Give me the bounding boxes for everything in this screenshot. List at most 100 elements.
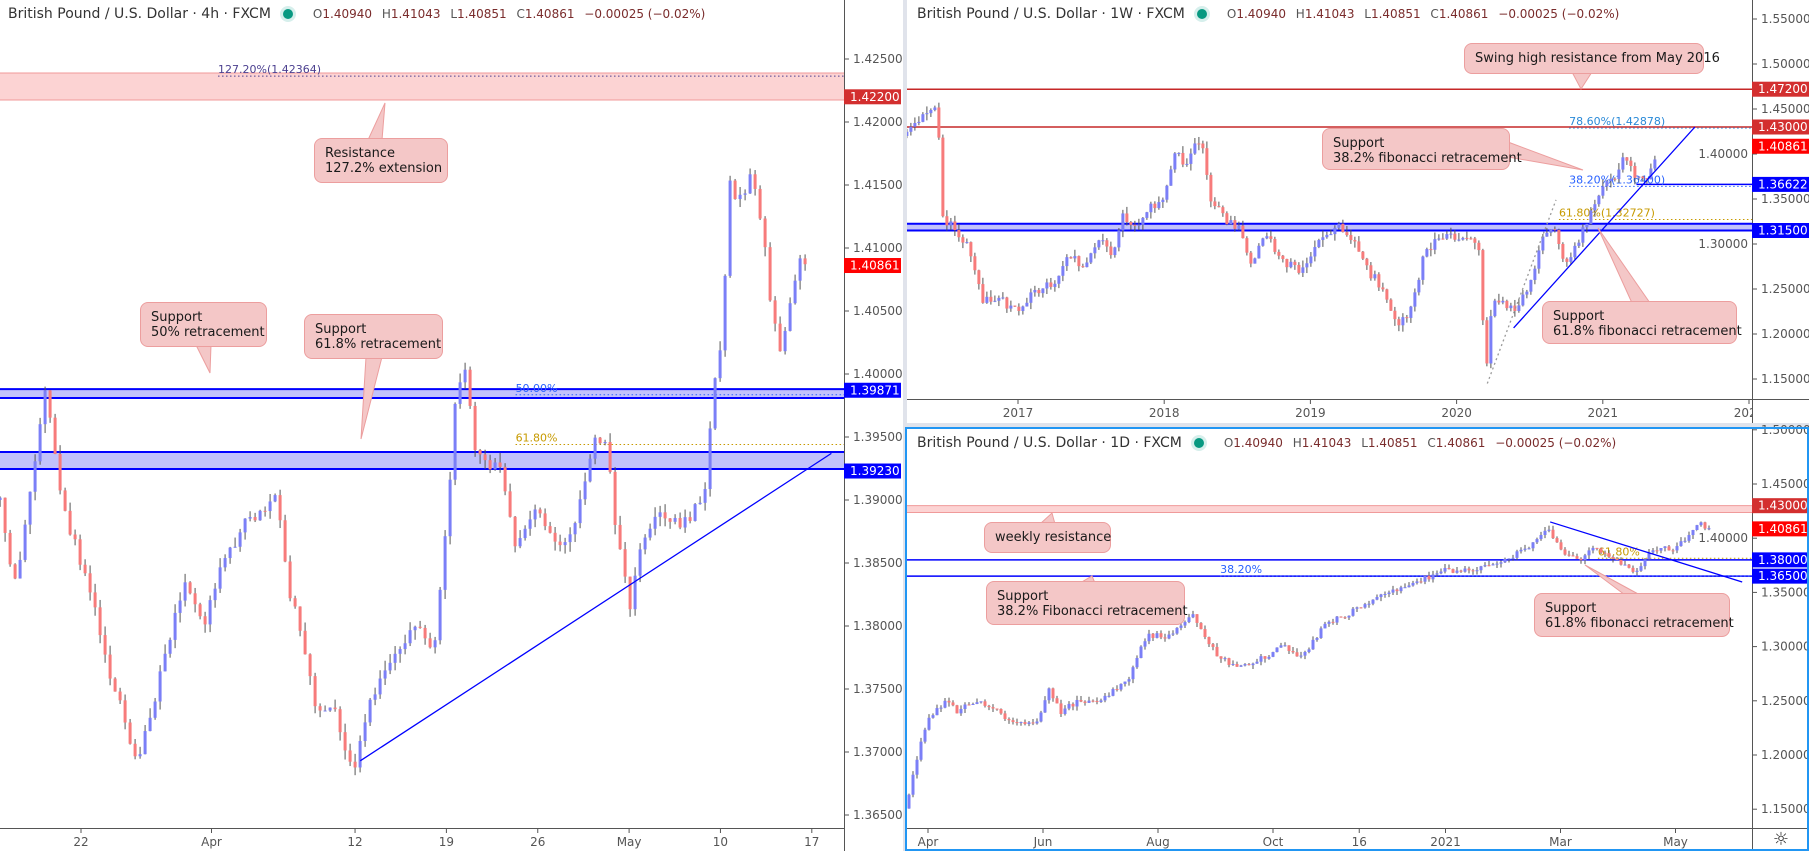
candle[interactable] <box>1427 571 1431 582</box>
candle[interactable] <box>1057 275 1061 289</box>
candle[interactable] <box>113 677 117 692</box>
candle[interactable] <box>1395 588 1399 596</box>
candle[interactable] <box>1149 201 1153 219</box>
candle[interactable] <box>1531 542 1535 552</box>
candle[interactable] <box>1623 560 1627 566</box>
candle[interactable] <box>38 417 42 465</box>
callout-weekly-support-618[interactable]: Support 61.8% fibonacci retracement <box>1542 301 1742 344</box>
candle[interactable] <box>333 699 337 712</box>
candle[interactable] <box>917 116 921 126</box>
candle[interactable] <box>1419 577 1423 584</box>
candle[interactable] <box>588 454 592 483</box>
candle[interactable] <box>1271 651 1275 658</box>
candle[interactable] <box>1137 218 1141 230</box>
candle[interactable] <box>1087 696 1091 703</box>
candle[interactable] <box>683 509 687 533</box>
candle[interactable] <box>548 521 552 534</box>
candle[interactable] <box>915 756 919 779</box>
candle[interactable] <box>1529 279 1533 295</box>
candle[interactable] <box>1135 655 1139 669</box>
candle[interactable] <box>919 737 923 762</box>
candle[interactable] <box>608 433 612 474</box>
candle[interactable] <box>1553 226 1557 233</box>
candle[interactable] <box>1191 610 1195 619</box>
candle[interactable] <box>1547 525 1551 533</box>
candle[interactable] <box>383 660 387 685</box>
candle[interactable] <box>1435 570 1439 577</box>
candle[interactable] <box>88 565 92 601</box>
candle[interactable] <box>273 493 277 503</box>
candle[interactable] <box>1613 177 1617 182</box>
candle[interactable] <box>1589 207 1593 226</box>
candle[interactable] <box>1497 293 1501 305</box>
candle[interactable] <box>1463 566 1467 573</box>
candle[interactable] <box>1153 201 1157 213</box>
price-zone[interactable] <box>907 223 1752 231</box>
price-tag[interactable]: 1.31500 <box>1752 223 1809 238</box>
candle[interactable] <box>1033 285 1037 297</box>
candle[interactable] <box>1243 663 1247 667</box>
candle[interactable] <box>1375 594 1379 601</box>
candle[interactable] <box>468 366 472 409</box>
candle[interactable] <box>1397 316 1401 332</box>
price-tag[interactable]: 1.43000 <box>1752 498 1809 514</box>
candle[interactable] <box>1063 705 1067 716</box>
candle[interactable] <box>1359 607 1363 609</box>
candle[interactable] <box>663 504 667 527</box>
candle[interactable] <box>408 622 412 647</box>
candle[interactable] <box>1055 695 1059 704</box>
candle[interactable] <box>198 602 202 620</box>
price-tag[interactable]: 1.39871 <box>844 382 901 398</box>
candle[interactable] <box>1601 179 1605 199</box>
candle[interactable] <box>1573 242 1577 261</box>
candle[interactable] <box>1195 614 1199 627</box>
candle[interactable] <box>1391 585 1395 595</box>
candle[interactable] <box>258 509 262 521</box>
candle[interactable] <box>1013 305 1017 307</box>
candle[interactable] <box>793 274 797 305</box>
candle[interactable] <box>1019 721 1023 726</box>
candle[interactable] <box>1081 263 1085 268</box>
trendline[interactable] <box>1549 521 1743 583</box>
candle[interactable] <box>1169 165 1173 186</box>
candle[interactable] <box>348 743 352 767</box>
candle[interactable] <box>1053 280 1057 292</box>
candle[interactable] <box>991 704 995 713</box>
candle[interactable] <box>413 625 417 640</box>
candle[interactable] <box>138 746 142 759</box>
candle[interactable] <box>1285 258 1289 273</box>
candle[interactable] <box>1563 547 1567 556</box>
candle[interactable] <box>1199 622 1203 630</box>
candle[interactable] <box>1079 695 1083 703</box>
candle[interactable] <box>941 134 945 218</box>
candle[interactable] <box>1459 569 1463 573</box>
candle[interactable] <box>788 297 792 332</box>
candle[interactable] <box>503 463 507 496</box>
candle[interactable] <box>1541 233 1545 255</box>
candle[interactable] <box>1627 564 1631 569</box>
candle[interactable] <box>723 274 727 357</box>
candle[interactable] <box>1579 557 1583 564</box>
candle[interactable] <box>1515 549 1519 561</box>
candle[interactable] <box>1265 232 1269 240</box>
candle[interactable] <box>1229 215 1233 225</box>
candle[interactable] <box>668 518 672 529</box>
candle[interactable] <box>1489 309 1493 369</box>
candle[interactable] <box>1221 205 1225 217</box>
price-tag[interactable]: 1.42200 <box>844 89 901 105</box>
candle[interactable] <box>1679 537 1683 547</box>
candle[interactable] <box>703 482 707 511</box>
candle[interactable] <box>1571 551 1575 557</box>
candle[interactable] <box>977 269 981 290</box>
candle[interactable] <box>1113 246 1117 258</box>
candle[interactable] <box>967 702 971 706</box>
candle[interactable] <box>318 703 322 718</box>
candle[interactable] <box>1101 233 1105 245</box>
candle[interactable] <box>1215 643 1219 657</box>
callout-support-618[interactable]: Support 61.8% retracement <box>304 314 443 359</box>
candle[interactable] <box>931 713 935 719</box>
candle[interactable] <box>1225 211 1229 226</box>
candle[interactable] <box>1075 695 1079 711</box>
candle[interactable] <box>939 705 943 713</box>
candle[interactable] <box>1287 645 1291 654</box>
